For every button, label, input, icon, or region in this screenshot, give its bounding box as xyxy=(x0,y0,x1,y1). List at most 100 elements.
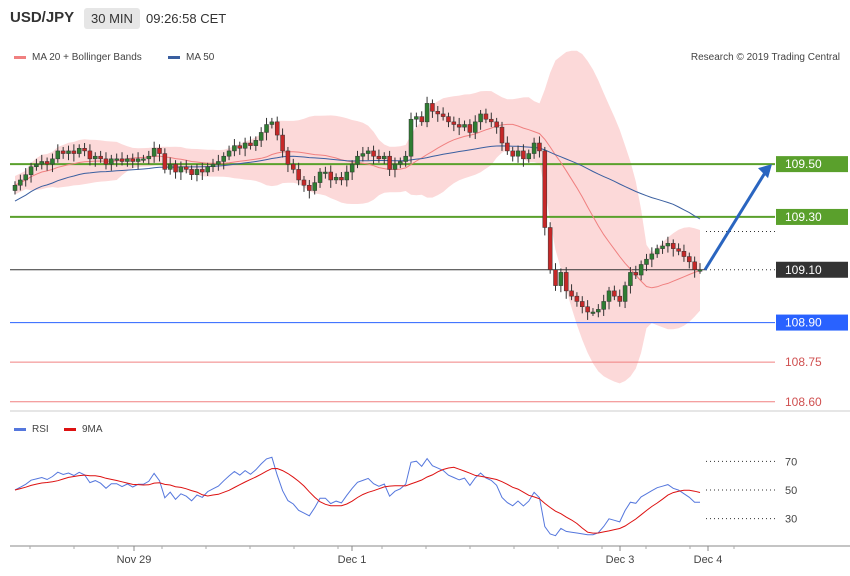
level-label-support: 108.60 xyxy=(785,395,822,409)
candle-body xyxy=(135,158,141,162)
candle-body xyxy=(93,155,98,160)
ma20-swatch xyxy=(14,56,26,59)
candle-body xyxy=(253,140,259,146)
x-tick-label: Dec 1 xyxy=(338,554,367,566)
rsi-swatch xyxy=(14,428,26,431)
arrow-head xyxy=(758,164,772,179)
candle-body xyxy=(18,179,23,186)
chart-header: USD/JPY 30 MIN 09:26:58 CET xyxy=(0,0,850,36)
candle-body xyxy=(87,150,93,160)
level-label-bg xyxy=(776,393,848,410)
candle-body xyxy=(125,158,130,162)
candle-body xyxy=(355,155,360,165)
candle-body xyxy=(114,158,119,161)
candle-body xyxy=(12,184,18,191)
candle-body xyxy=(76,148,82,154)
candle-body xyxy=(173,163,178,173)
candle-body xyxy=(478,113,483,123)
level-label-support: 108.90 xyxy=(785,316,822,330)
candle-body xyxy=(617,295,622,302)
level-label-current: 109.10 xyxy=(785,263,822,277)
candle-body xyxy=(55,150,61,160)
rsi-label: RSI xyxy=(32,424,49,435)
candle-body xyxy=(563,272,569,292)
candle-body xyxy=(510,150,515,157)
candle-body xyxy=(194,169,200,175)
ma50-swatch xyxy=(168,56,180,59)
candle-body xyxy=(323,171,328,174)
candle-body xyxy=(184,166,189,170)
candle-body xyxy=(312,182,317,191)
candle-body xyxy=(408,118,414,157)
candle-body xyxy=(216,161,221,165)
candle-body xyxy=(232,145,237,152)
candle-body xyxy=(226,150,232,157)
candle-body xyxy=(505,142,510,152)
level-label-bg xyxy=(776,261,848,278)
candle-body xyxy=(697,269,703,272)
candle-body xyxy=(558,272,564,286)
candle-body xyxy=(50,158,55,165)
candle-body xyxy=(189,169,194,175)
candle-body xyxy=(291,163,296,170)
candle-body xyxy=(248,142,253,146)
candle-body xyxy=(654,248,660,255)
candle-body xyxy=(649,253,655,260)
candle-body xyxy=(574,295,580,302)
candle-body xyxy=(376,155,382,160)
candle-body xyxy=(339,177,344,181)
timestamp: 09:26:58 CET xyxy=(146,11,227,26)
candle-body xyxy=(71,150,77,154)
candle-body xyxy=(515,150,521,157)
candle-body xyxy=(665,243,671,247)
candle-body xyxy=(285,150,291,165)
symbol-title: USD/JPY xyxy=(10,9,75,26)
candle-body xyxy=(269,121,275,125)
candle-body xyxy=(580,301,585,307)
candle-body xyxy=(424,103,430,123)
candle-body xyxy=(676,248,681,252)
x-tick-label: Dec 3 xyxy=(606,554,635,566)
candle-body xyxy=(633,272,639,276)
candle-body xyxy=(237,145,243,149)
candle-body xyxy=(398,161,403,165)
candle-body xyxy=(681,251,687,257)
candle-body xyxy=(333,177,339,181)
candle-body xyxy=(151,148,157,157)
candle-body xyxy=(537,142,542,152)
candle-body xyxy=(435,111,441,115)
candle-body xyxy=(274,121,280,136)
level-labels: 109.50 109.30 109.10 108.90 108.75 108.60 xyxy=(776,156,848,410)
rsi-ma-label: 9MA xyxy=(82,424,103,435)
rsi-ma-swatch xyxy=(64,428,76,431)
candle-body xyxy=(382,155,387,160)
arrow-shaft xyxy=(703,170,768,271)
timeframe-badge[interactable]: 30 MIN xyxy=(84,8,140,29)
legend-ma20: MA 20 + Bollinger Bands xyxy=(14,52,142,63)
candle-body xyxy=(34,163,39,168)
level-label-resistance: 109.30 xyxy=(785,210,822,224)
candle-body xyxy=(221,155,226,162)
candle-body xyxy=(344,171,350,181)
level-label-bg xyxy=(776,156,848,173)
candle-body xyxy=(644,258,649,265)
credit-text: Research © 2019 Trading Central xyxy=(690,52,840,63)
candle-body xyxy=(521,150,526,160)
candle-body xyxy=(200,169,205,173)
candle-body xyxy=(307,184,312,191)
candle-body xyxy=(403,155,408,162)
rsi-ma-line xyxy=(14,466,701,534)
legend-rsi: RSI xyxy=(14,424,49,435)
candle-body xyxy=(167,163,173,170)
candle-body xyxy=(371,150,376,157)
candle-body xyxy=(692,261,697,271)
candle-body xyxy=(569,290,574,297)
candle-body xyxy=(28,166,34,175)
candle-body xyxy=(414,116,419,120)
rsi-tick-label: 50 xyxy=(785,485,797,497)
candle-body xyxy=(526,153,531,160)
candle-body xyxy=(157,148,162,154)
candles xyxy=(12,96,703,320)
candle-body xyxy=(301,179,307,186)
